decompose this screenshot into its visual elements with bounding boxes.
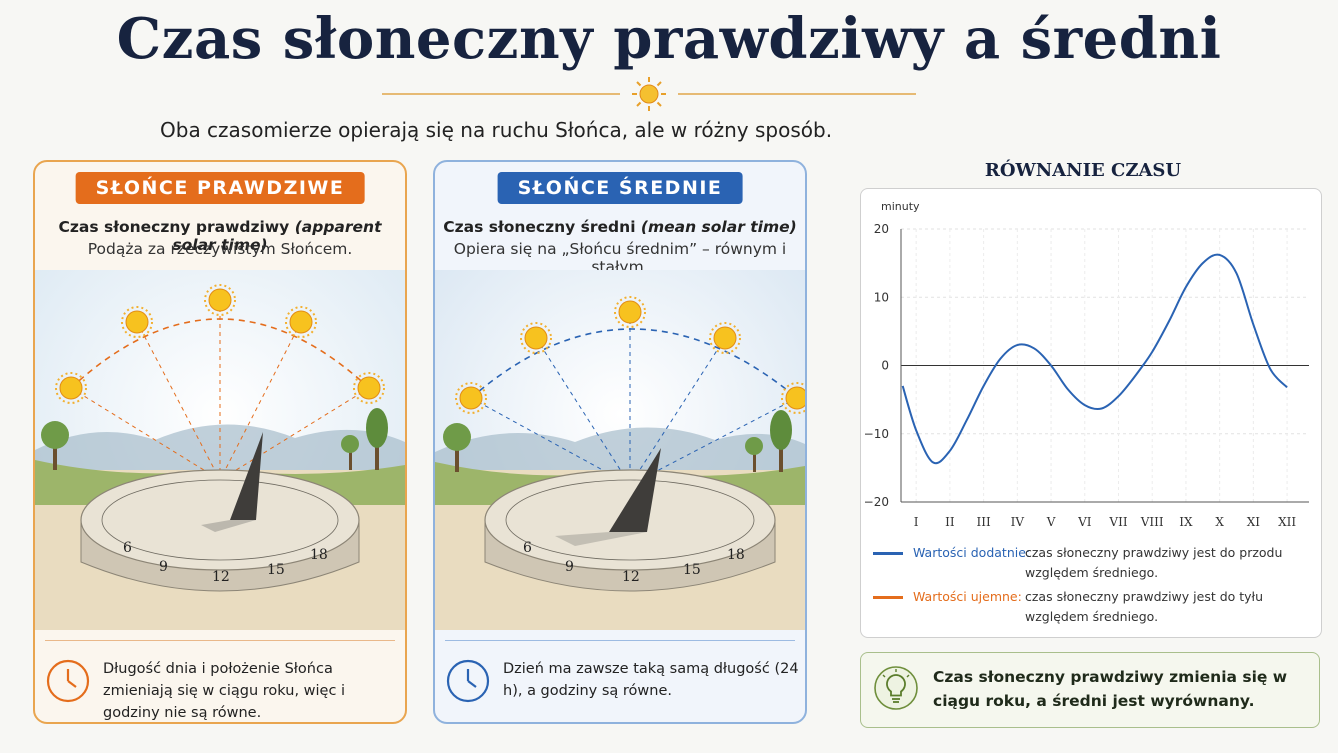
x-tick-label: II: [945, 515, 955, 529]
legend-label: Wartości dodatnie:: [913, 545, 1031, 560]
card-divider: [45, 640, 395, 641]
x-tick-label: XII: [1278, 515, 1296, 529]
series-line: [901, 253, 1288, 465]
x-tick-label: V: [1046, 515, 1056, 529]
sun-icon: [204, 284, 236, 316]
sun-icon: [781, 382, 805, 414]
heading-italic: (apparent solar time): [172, 218, 382, 254]
legend-label: Wartości ujemne:: [913, 589, 1022, 604]
dial-number: 18: [310, 547, 328, 563]
sun-icon: [121, 306, 153, 338]
card-note: Długość dnia i położenie Słońca zmieniaj…: [103, 661, 346, 721]
x-tick-label: IX: [1179, 515, 1193, 529]
x-tick-label: VI: [1077, 515, 1092, 529]
sun-icon: [353, 372, 385, 404]
dial-number: 9: [159, 559, 168, 575]
x-tick-label: X: [1215, 515, 1224, 529]
sun-icon: [455, 382, 487, 414]
tree-icon: [366, 408, 388, 470]
sun-icon: [709, 322, 741, 354]
dial-number: 6: [523, 540, 532, 556]
x-tick-label: I: [914, 515, 919, 529]
y-tick-label: 10: [874, 290, 889, 304]
card-mean-sun: SŁOŃCE ŚREDNIE Czas słoneczny średni (me…: [433, 160, 807, 724]
card-description: Podąża za rzeczywistym Słońcem.: [87, 240, 353, 258]
badge-apparent-sun: SŁOŃCE PRAWDZIWE: [75, 172, 365, 204]
x-tick-label: IV: [1011, 515, 1025, 529]
sun-icon: [614, 296, 646, 328]
dial-number: 12: [212, 569, 230, 585]
page-title: Czas słoneczny prawdziwy a średni: [116, 6, 1222, 72]
card-apparent-sun: SŁOŃCE PRAWDZIWE Czas słoneczny prawdziw…: [33, 160, 407, 724]
heading-italic: (mean solar time): [640, 218, 797, 236]
legend-swatch-orange: [873, 596, 903, 599]
sundial: 6 9 12 15 18: [484, 448, 776, 592]
x-tick-label: VIII: [1140, 515, 1164, 529]
card-heading: Czas słoneczny prawdziwy (apparent solar…: [35, 218, 405, 254]
sundial-scene-apparent: 6 9 12 15 18: [35, 270, 405, 630]
sun-icon: [55, 372, 87, 404]
tree-icon: [443, 423, 471, 472]
chart-panel: minuty 20 10 0 −10 −20 I II III IV V VI VII VIII IX X XI…: [860, 188, 1322, 638]
dial-number: 6: [123, 540, 132, 556]
chart-title: RÓWNANIE CZASU: [984, 160, 1182, 181]
tree-icon: [341, 435, 359, 470]
tree-icon: [745, 437, 763, 472]
card-note: Dzień ma zawsze taką samą długość (24 h)…: [503, 661, 799, 699]
dial-number: 9: [565, 559, 574, 575]
summary-text: Czas słoneczny prawdziwy zmienia się w c…: [933, 668, 1288, 710]
dial-number: 15: [267, 562, 285, 578]
clock-icon: [46, 659, 90, 703]
heading-main: Czas słoneczny prawdziwy: [58, 218, 295, 236]
card-divider: [445, 640, 795, 641]
x-tick-label: III: [976, 515, 990, 529]
sundial-scene-mean: 6 9 12 15 18: [435, 270, 805, 630]
card-heading: Czas słoneczny średni (mean solar time): [435, 218, 805, 236]
y-tick-label: 20: [874, 222, 889, 236]
tree-icon: [41, 421, 69, 470]
y-tick-label: −10: [864, 427, 889, 441]
clock-icon: [446, 659, 490, 703]
x-tick-label: VII: [1108, 515, 1127, 529]
sundial: 6 9 12 15 18: [80, 432, 360, 592]
dial-number: 18: [727, 547, 745, 563]
legend-text: czas słoneczny prawdziwy jest do tyłu wz…: [1025, 589, 1264, 624]
y-axis-label: minuty: [881, 200, 920, 213]
subtitle: Oba czasomierze opierają się na ruchu Sł…: [160, 118, 833, 142]
legend-text: czas słoneczny prawdziwy jest do przodu …: [1025, 545, 1283, 580]
y-tick-label: 0: [881, 359, 889, 373]
sun-icon: [520, 322, 552, 354]
legend-swatch-blue: [873, 552, 903, 555]
tree-icon: [770, 410, 792, 472]
sun-icon: [632, 77, 666, 111]
badge-mean-sun: SŁOŃCE ŚREDNIE: [497, 172, 743, 204]
x-tick-label: XI: [1247, 515, 1261, 529]
lightbulb-icon: [874, 666, 918, 710]
dial-number: 15: [683, 562, 701, 578]
summary-box: Czas słoneczny prawdziwy zmienia się w c…: [860, 652, 1320, 728]
dial-number: 12: [622, 569, 640, 585]
y-tick-label: −20: [864, 495, 889, 509]
title-sun-divider: [382, 77, 916, 111]
sun-icon: [285, 306, 317, 338]
heading-main: Czas słoneczny średni: [443, 218, 641, 236]
